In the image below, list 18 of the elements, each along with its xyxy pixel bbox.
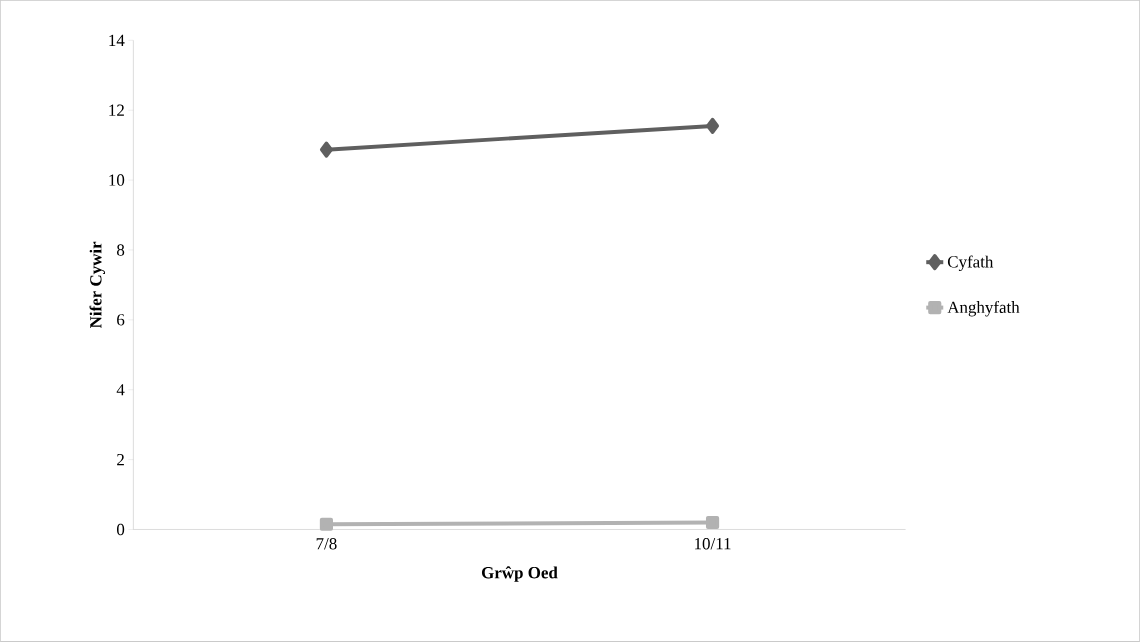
point (319, 517, 334, 531)
x-axis-title: Grŵp Oed (481, 566, 558, 582)
y-tick-label: 6 (117, 314, 125, 326)
y-tick-label: 4 (116, 384, 125, 396)
point (319, 141, 333, 158)
x-tick-label: 10/11 (695, 538, 731, 550)
legend-label: Anghyfath (947, 300, 1020, 317)
point (705, 516, 720, 530)
y-tick-label: 12 (109, 104, 124, 116)
y-axis-title: Nifer Cywir (89, 241, 106, 329)
point (706, 118, 720, 134)
y-tick-label: 14 (109, 34, 125, 46)
y-tick-label: 0 (117, 523, 125, 536)
legend-label: Cyfath (947, 255, 994, 272)
x-tick-label: 7/8 (316, 538, 337, 550)
y-tick-label: 10 (109, 174, 125, 186)
y-tick-label: 2 (117, 454, 124, 466)
y-tick-label: 8 (117, 244, 125, 256)
